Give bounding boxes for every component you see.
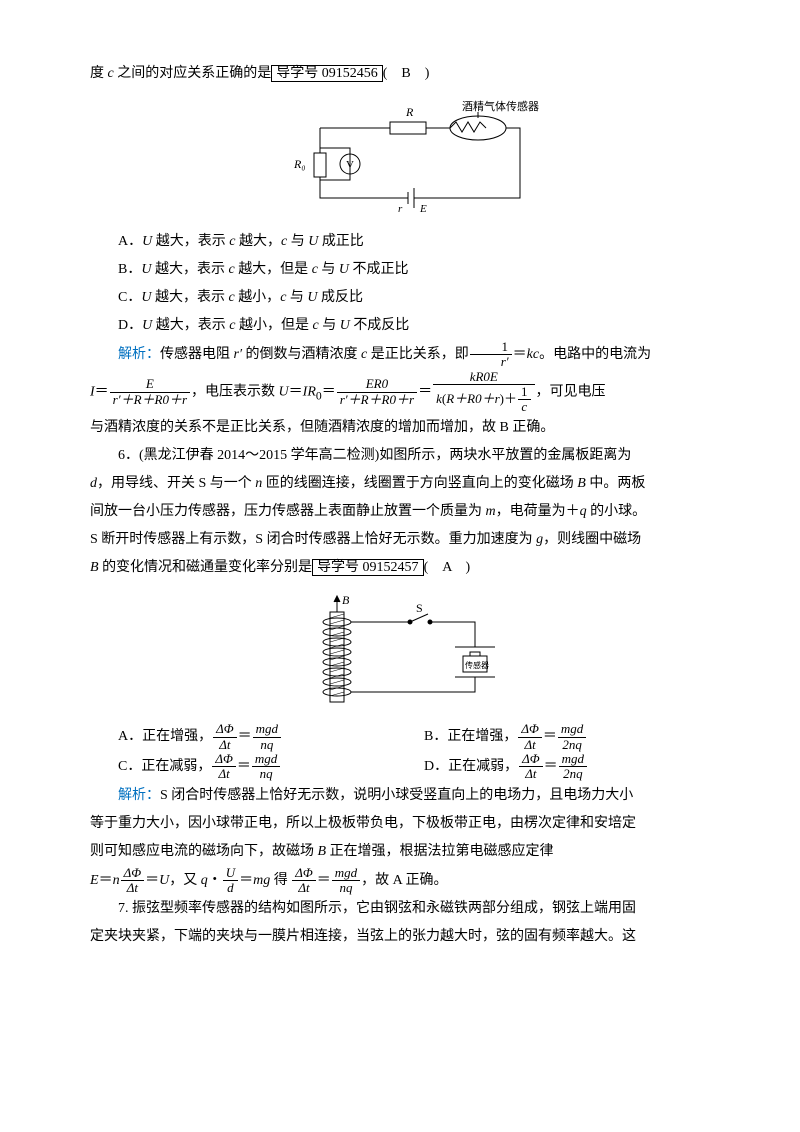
q7-line1: 7. 振弦型频率传感器的结构如图所示，它由钢弦和永磁铁两部分组成，钢弦上端用固 [90,895,730,923]
label-R0: R₀ [293,157,306,171]
frac-mgd-nq: mgdnq [252,752,280,782]
study-id-box: 导学号 09152457 [312,559,424,576]
answer: ( A ) [424,560,471,575]
analysis-5-line3: 与酒精浓度的关系不是正比关系，但随酒精浓度的增加而增加，故 B 正确。 [90,414,730,442]
label: D． [118,318,142,333]
analysis-6-line4: E＝nΔΦΔt＝U，又 q・Ud＝mg 得 ΔΦΔt＝mgdnq，故 A 正确。 [90,866,730,896]
frac-1-over-rprime: 1r′ [470,340,512,370]
q5-tail-line: 度 c 之间的对应关系正确的是导学号 09152456( B ) [90,60,730,88]
label-sensor: 传感器 [465,660,489,670]
frac-dphi-dt: ΔΦΔt [519,752,543,782]
frac-U: ER0r′＋R＋R0＋r [337,377,417,407]
q6-option-D: D．正在减弱，ΔΦΔt＝mgd2nq [424,752,730,782]
frac-mgd-nq: mgdnq [332,866,360,896]
label-r: r [398,203,403,215]
text: 之间的对应关系正确的是 [114,66,272,81]
q6-line5: B 的变化情况和磁通量变化率分别是导学号 09152457( A ) [90,554,730,582]
q6-option-A: A．正在增强，ΔΦΔt＝mgdnq [118,722,424,752]
label-E: E [419,203,427,215]
frac-mgd-2nq: mgd2nq [559,752,587,782]
label-S: S [416,601,423,615]
q6-option-B: B．正在增强，ΔΦΔt＝mgd2nq [424,722,730,752]
q6-line4: S 断开时传感器上有示数，S 闭合时传感器上恰好无示数。重力加速度为 g，则线圈… [90,526,730,554]
q6-option-C: C．正在减弱，ΔΦΔt＝mgdnq [118,752,424,782]
label: B． [118,262,141,277]
frac-dphi-dt: ΔΦΔt [518,722,542,752]
frac-dphi-dt: ΔΦΔt [121,866,145,896]
option-C: C．U 越大，表示 c 越小，c 与 U 成反比 [118,284,730,312]
analysis-6-line1: 解析：S 闭合时传感器上恰好无示数，说明小球受竖直向上的电场力，且电场力大小 [90,782,730,810]
q7-line2: 定夹块夹紧，下端的夹块与一膜片相连接，当弦上的张力越大时，弦的固有频率越大。这 [90,923,730,951]
label-V: V [346,159,354,171]
frac-I: Er′＋R＋R0＋r [110,377,190,407]
analysis-5-line2: I＝Er′＋R＋R0＋r，电压表示数 U＝IR0＝ER0r′＋R＋R0＋r＝kR… [90,370,730,415]
frac-dphi-dt: ΔΦΔt [292,866,316,896]
analysis-6-line2: 等于重力大小，因小球带正电，所以上极板带负电，下极板带正电，由楞次定律和安培定 [90,810,730,838]
label-sensor: 酒精气体传感器 [462,99,539,113]
answer: ( B ) [383,66,430,81]
label-R: R [405,105,414,119]
analysis-label: 解析： [118,788,160,803]
analysis-label: 解析： [118,347,160,362]
q6-line3: 间放一台小压力传感器，压力传感器上表面静止放置一个质量为 m，电荷量为＋q 的小… [90,498,730,526]
study-id-box: 导学号 09152456 [271,65,383,82]
figure-2-coil: B S 传感器 [90,592,730,712]
label-B: B [342,593,350,607]
label: C． [118,290,141,305]
text: 度 [90,66,108,81]
frac-mgd-2nq: mgd2nq [558,722,586,752]
frac-dphi-dt: ΔΦΔt [212,752,236,782]
option-B: B．U 越大，表示 c 越大，但是 c 与 U 不成正比 [118,256,730,284]
analysis-6-line3: 则可知感应电流的磁场向下，故磁场 B 正在增强，根据法拉第电磁感应定律 [90,838,730,866]
frac-big: kR0Ek(R＋R0＋r)＋1c [433,370,534,415]
frac-mgd-nq: mgdnq [253,722,281,752]
frac-dphi-dt: ΔΦΔt [213,722,237,752]
figure-1-circuit: R R₀ V 酒精气体传感器 r E [90,98,730,218]
analysis-5-line1: 解析：传感器电阻 r′ 的倒数与酒精浓度 c 是正比关系，即1r′＝kc。电路中… [90,340,730,370]
option-D: D．U 越大，表示 c 越小，但是 c 与 U 不成反比 [118,312,730,340]
label: A． [118,234,142,249]
frac-U-d: Ud [223,866,238,896]
q6-line1: 6．(黑龙江伊春 2014～2015 学年高二检测)如图所示，两块水平放置的金属… [90,442,730,470]
q6-line2: d，用导线、开关 S 与一个 n 匝的线圈连接，线圈置于方向竖直向上的变化磁场 … [90,470,730,498]
option-A: A．U 越大，表示 c 越大，c 与 U 成正比 [118,228,730,256]
